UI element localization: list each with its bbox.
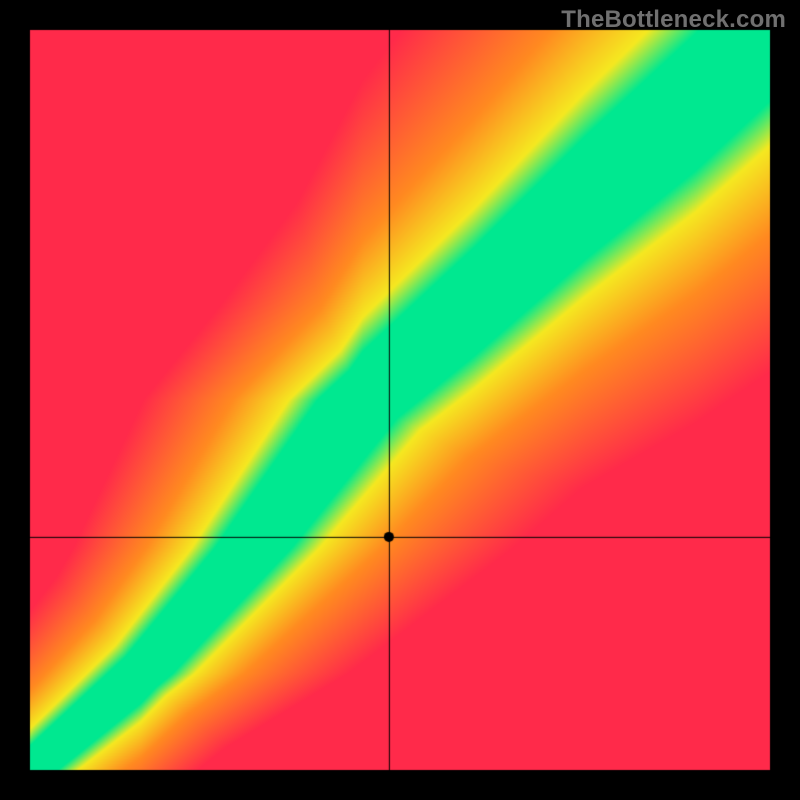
chart-container: TheBottleneck.com [0,0,800,800]
watermark-text: TheBottleneck.com [561,6,786,34]
heatmap-canvas [0,0,800,800]
